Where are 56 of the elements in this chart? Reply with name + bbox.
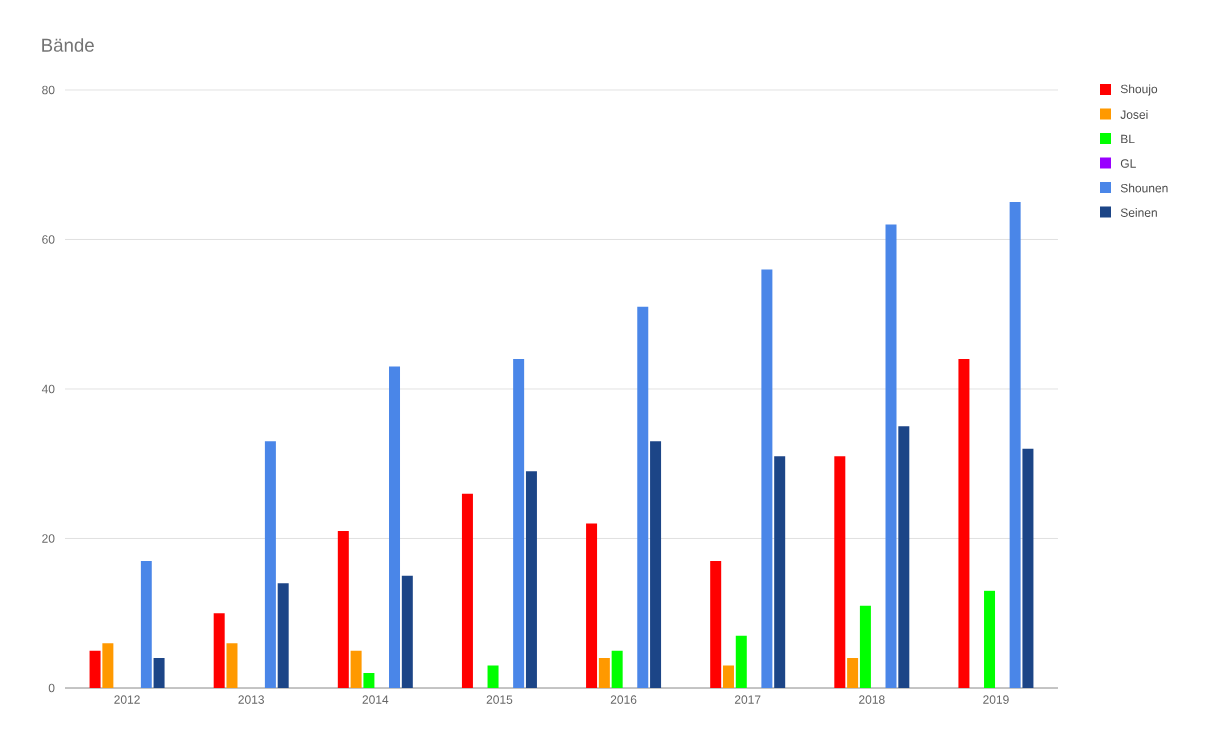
x-tick-label: 2013 bbox=[238, 695, 265, 704]
bar bbox=[461, 493, 473, 688]
y-tick-label: 60 bbox=[42, 235, 55, 244]
bar bbox=[735, 635, 747, 688]
bar bbox=[885, 224, 897, 688]
bar bbox=[650, 441, 662, 688]
bar bbox=[1022, 448, 1034, 688]
legend-label: Seinen bbox=[1120, 208, 1157, 217]
x-tick-label: 2014 bbox=[362, 695, 389, 704]
legend-label: BL bbox=[1121, 134, 1135, 144]
bar bbox=[487, 665, 499, 688]
bar bbox=[611, 650, 623, 688]
bar bbox=[722, 665, 734, 688]
bar bbox=[102, 643, 114, 688]
chart-title: Bände bbox=[42, 38, 94, 52]
x-tick-label: 2015 bbox=[486, 695, 513, 704]
y-tick-label: 20 bbox=[42, 534, 55, 543]
bar bbox=[277, 583, 289, 688]
bar bbox=[761, 269, 773, 688]
bar bbox=[586, 523, 598, 688]
x-tick-label: 2012 bbox=[114, 695, 140, 704]
bar bbox=[710, 560, 722, 688]
bar bbox=[958, 359, 970, 688]
bar bbox=[153, 658, 165, 688]
bar bbox=[401, 575, 413, 688]
y-tick-label: 0 bbox=[48, 683, 55, 693]
bar bbox=[847, 658, 859, 688]
bar bbox=[525, 471, 537, 688]
bar bbox=[140, 560, 152, 688]
bar bbox=[598, 658, 610, 688]
bar bbox=[984, 590, 996, 688]
x-tick-label: 2017 bbox=[734, 695, 761, 704]
bar bbox=[389, 366, 401, 688]
bar bbox=[859, 605, 871, 688]
bar bbox=[363, 673, 375, 688]
x-tick-label: 2018 bbox=[859, 695, 885, 704]
bar bbox=[226, 643, 238, 688]
x-tick-label: 2019 bbox=[983, 695, 1009, 704]
legend-label: Shoujo bbox=[1120, 84, 1158, 96]
y-tick-label: 80 bbox=[42, 85, 55, 95]
bar bbox=[337, 531, 349, 688]
bar bbox=[898, 426, 910, 688]
bar bbox=[513, 359, 525, 688]
y-tick-label: 40 bbox=[41, 384, 55, 394]
bar bbox=[213, 613, 225, 688]
bar bbox=[89, 650, 101, 688]
x-tick-label: 2016 bbox=[610, 695, 637, 704]
bar bbox=[1009, 202, 1021, 688]
bar bbox=[264, 441, 276, 688]
bar bbox=[774, 456, 786, 688]
legend-label: Shounen bbox=[1120, 183, 1168, 193]
bar bbox=[637, 306, 649, 688]
legend-label: Josei bbox=[1120, 110, 1148, 119]
bar bbox=[350, 650, 362, 688]
bar bbox=[834, 456, 846, 688]
legend-label: GL bbox=[1120, 159, 1136, 168]
